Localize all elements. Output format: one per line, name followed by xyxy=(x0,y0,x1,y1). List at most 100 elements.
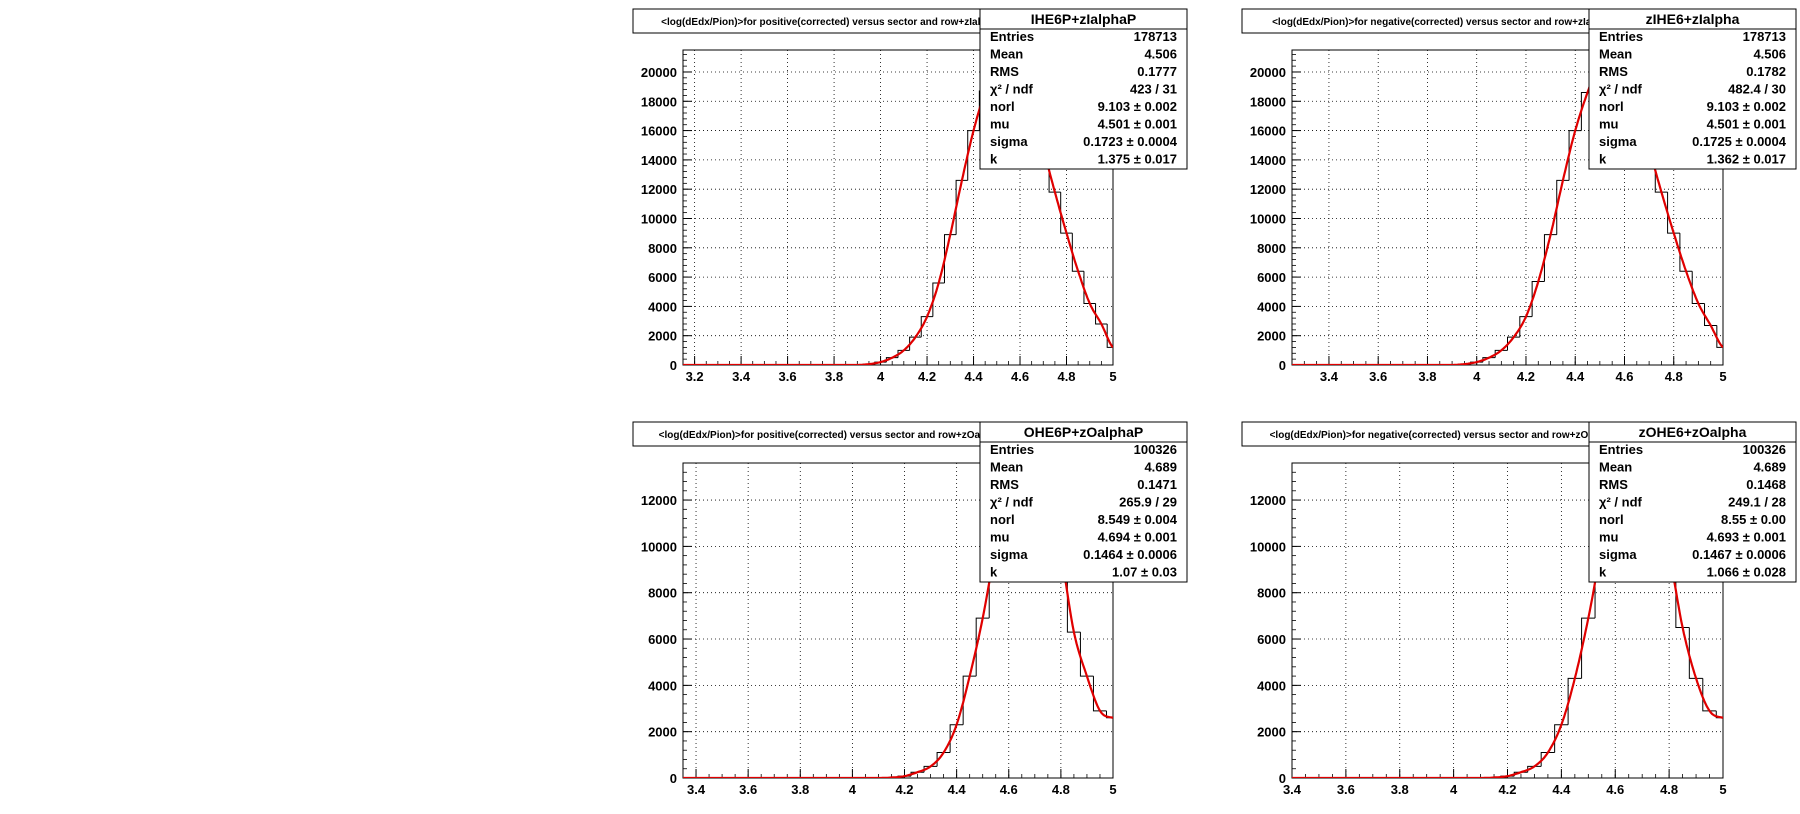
stat-label: RMS xyxy=(1599,477,1628,492)
y-tick-label: 6000 xyxy=(1257,632,1286,647)
y-tick-label: 8000 xyxy=(1257,586,1286,601)
x-tick-label: 3.2 xyxy=(686,369,704,384)
stat-label: χ² / ndf xyxy=(1599,495,1643,510)
stat-label: χ² / ndf xyxy=(990,495,1034,510)
x-tick-label: 3.4 xyxy=(1283,782,1302,797)
stat-label: Mean xyxy=(990,47,1023,62)
histogram-name: IHE6P+zIalphaP xyxy=(1031,11,1136,27)
histogram-bin xyxy=(1092,676,1107,712)
x-tick-label: 4 xyxy=(1450,782,1458,797)
chart-title: <log(dEdx/Pion)>for negative(corrected) … xyxy=(1270,430,1615,441)
histogram-bin xyxy=(1716,325,1723,348)
stat-value: 0.1725 ± 0.0004 xyxy=(1692,134,1787,149)
histogram-bin xyxy=(1691,271,1705,304)
histogram-bin xyxy=(962,675,977,725)
histogram-name: zIHE6+zIalpha xyxy=(1646,11,1740,27)
x-tick-label: 4.4 xyxy=(1566,369,1585,384)
histogram-bin xyxy=(1543,234,1557,282)
histogram-name: zOHE6+zOalpha xyxy=(1639,424,1747,440)
x-tick-label: 4.6 xyxy=(1011,369,1029,384)
y-tick-label: 16000 xyxy=(641,124,677,139)
y-tick-label: 12000 xyxy=(641,493,677,508)
stat-value: 4.693 ± 0.001 xyxy=(1707,530,1786,545)
y-tick-label: 0 xyxy=(1279,358,1286,373)
title-box xyxy=(632,421,1034,447)
stat-value: 9.103 ± 0.002 xyxy=(1707,99,1786,114)
stat-label: mu xyxy=(1599,530,1619,545)
stat-label: Entries xyxy=(990,29,1034,44)
title-box xyxy=(632,8,1034,34)
x-tick-label: 3.6 xyxy=(1369,369,1387,384)
stats-box xyxy=(1588,8,1797,170)
chart-title: <log(dEdx/Pion)>for negative(corrected) … xyxy=(1272,17,1612,28)
stat-label: k xyxy=(990,152,998,167)
stat-value: 100326 xyxy=(1134,442,1177,457)
stat-label: Mean xyxy=(990,460,1023,475)
y-tick-label: 20000 xyxy=(1250,65,1286,80)
y-tick-label: 10000 xyxy=(641,211,677,226)
stat-label: Entries xyxy=(1599,29,1643,44)
stats-box xyxy=(1588,421,1797,583)
title-box xyxy=(1241,421,1643,447)
y-tick-label: 18000 xyxy=(1250,94,1286,109)
histogram-bin xyxy=(932,282,945,317)
x-tick-label: 4 xyxy=(849,782,857,797)
histogram-panel-4: 3.4 3.6 3.8 4 4.2 4.4 4.6 4.8 5 0 2000 4000 6000 8000… xyxy=(1241,421,1797,797)
stat-value: 1.07 ± 0.03 xyxy=(1112,565,1177,580)
x-tick-label: 4.2 xyxy=(1517,369,1535,384)
x-tick-label: 4.6 xyxy=(1000,782,1018,797)
stat-label: χ² / ndf xyxy=(1599,82,1643,97)
stat-label: k xyxy=(1599,565,1607,580)
x-tick-label: 3.8 xyxy=(791,782,809,797)
y-tick-label: 2000 xyxy=(1257,329,1286,344)
y-tick-label: 4000 xyxy=(1257,678,1286,693)
stat-label: Mean xyxy=(1599,47,1632,62)
y-tick-label: 12000 xyxy=(1250,182,1286,197)
histogram-bin xyxy=(1702,678,1717,712)
stat-value: 1.362 ± 0.017 xyxy=(1707,152,1786,167)
x-tick-label: 3.6 xyxy=(779,369,797,384)
stat-value: 482.4 / 30 xyxy=(1728,82,1786,97)
stat-label: mu xyxy=(990,530,1010,545)
histogram-bin xyxy=(955,179,968,235)
stat-label: norl xyxy=(1599,512,1624,527)
x-tick-label: 4 xyxy=(1473,369,1481,384)
x-tick-label: 4.6 xyxy=(1615,369,1633,384)
histogram-bin xyxy=(949,724,964,753)
stat-value: 0.1464 ± 0.0006 xyxy=(1083,547,1177,562)
stat-label: RMS xyxy=(990,64,1019,79)
stat-label: χ² / ndf xyxy=(990,82,1034,97)
stat-value: 4.689 xyxy=(1144,460,1177,475)
y-tick-label: 6000 xyxy=(648,270,677,285)
stat-label: Entries xyxy=(990,442,1034,457)
stat-value: 9.103 ± 0.002 xyxy=(1098,99,1177,114)
x-tick-label: 5 xyxy=(1109,782,1116,797)
histogram-panel-3: 3.4 3.6 3.8 4 4.2 4.4 4.6 4.8 5 0 2000 4000 6000 8000… xyxy=(632,421,1188,797)
y-tick-label: 8000 xyxy=(648,241,677,256)
stat-label: sigma xyxy=(1599,547,1637,562)
stat-label: Mean xyxy=(1599,460,1632,475)
y-tick-label: 4000 xyxy=(1257,299,1286,314)
y-tick-label: 0 xyxy=(670,358,677,373)
histogram-bin xyxy=(1568,130,1582,181)
histogram-name: OHE6P+zOalphaP xyxy=(1024,424,1143,440)
stats-box xyxy=(979,421,1188,583)
histogram-bin xyxy=(1554,724,1569,753)
x-tick-label: 4.2 xyxy=(918,369,936,384)
histogram-panel-2: 3.4 3.6 3.8 4 4.2 4.4 4.6 4.8 5 0 2000 4000 6000 8000… xyxy=(1241,8,1797,384)
histogram-bin xyxy=(975,617,990,677)
x-tick-label: 3.4 xyxy=(687,782,706,797)
y-tick-label: 6000 xyxy=(648,632,677,647)
histogram-bin xyxy=(1079,632,1094,677)
stat-value: 8.549 ± 0.004 xyxy=(1098,512,1178,527)
stat-value: 0.1782 xyxy=(1746,64,1786,79)
x-tick-label: 4.8 xyxy=(1660,782,1678,797)
stat-value: 4.501 ± 0.001 xyxy=(1098,117,1177,132)
title-box xyxy=(1241,8,1643,34)
histogram-bin xyxy=(1105,710,1113,719)
stat-value: 1.066 ± 0.028 xyxy=(1707,565,1786,580)
x-tick-label: 4.4 xyxy=(965,369,984,384)
stat-value: 0.1723 ± 0.0004 xyxy=(1083,134,1178,149)
x-tick-label: 3.8 xyxy=(1391,782,1409,797)
